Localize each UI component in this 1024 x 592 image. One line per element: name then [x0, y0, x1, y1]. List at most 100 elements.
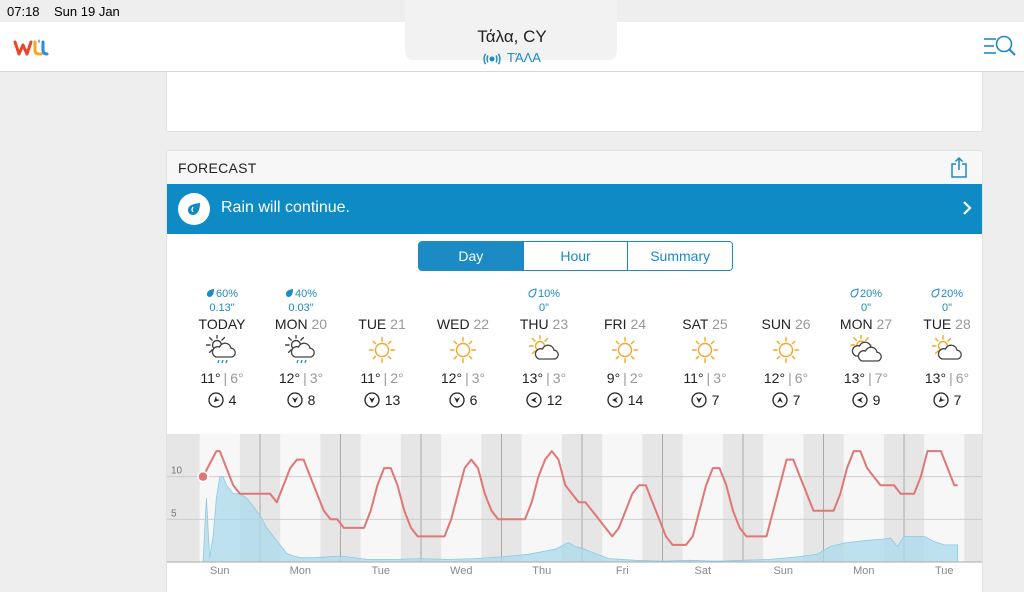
partly-cloudy-icon [504, 333, 584, 367]
precip-amount: 0" [941, 302, 953, 314]
temperature-range: 11° | 2° [360, 370, 404, 386]
x-day-label: Sun [210, 565, 230, 577]
day-number: 21 [390, 316, 406, 332]
y-tick-label: 5 [171, 508, 177, 519]
status-date: Sun 19 Jan [54, 4, 120, 19]
wind-direction-icon [526, 392, 542, 408]
hourly-chart[interactable]: 10 5 Sun Mon Tue Wed Thu Fri Sat Sun Mon Tue [167, 434, 983, 592]
wind-value: 8 [307, 392, 316, 408]
day-label: TUE [923, 316, 952, 332]
day-label: WED [436, 316, 470, 332]
day-name: SUN 26 [746, 315, 826, 333]
temp-low: 7° [874, 370, 889, 386]
temperature-line [202, 450, 958, 546]
wind-value: 12 [546, 392, 563, 408]
day-column[interactable]: 20% 0" TUE 28 13° | 6° 7 [907, 287, 982, 411]
cloudy-icon [826, 333, 906, 367]
wind-speed: 14 [585, 389, 665, 411]
day-label: MON [274, 316, 308, 332]
day-column[interactable]: 60% 0.13" TODAY 11° | 6° 4 [182, 287, 262, 411]
wind-value: 4 [228, 392, 237, 408]
temp-low: 2° [629, 370, 644, 386]
temp-high: 13° [924, 370, 947, 386]
day-number: 27 [876, 316, 893, 332]
x-day-label: Wed [450, 565, 472, 577]
precip-percent: 20% [859, 288, 883, 300]
menu-search-icon[interactable] [982, 32, 1018, 62]
sun-icon [665, 333, 745, 367]
precip-amount: 0" [538, 302, 550, 314]
alert-banner[interactable]: Rain will continue. [167, 184, 982, 234]
day-column[interactable]: 20% 0" MON 27 13° | 7° 9 [826, 287, 906, 411]
day-name: TUE 21 [342, 315, 422, 333]
current-temperature-marker [197, 470, 209, 483]
temp-high: 11° [200, 370, 221, 386]
location-title[interactable]: Τάλα, CY [477, 27, 547, 46]
temperature-range: 9° | 2° [606, 370, 644, 386]
temp-high: 9° [606, 370, 621, 386]
temperature-range: 11° | 6° [200, 370, 244, 386]
day-label: TODAY [198, 316, 246, 332]
x-day-label: Mon [853, 565, 874, 577]
precip-chance: 20% 0" [826, 287, 906, 315]
wind-direction-icon [364, 392, 380, 408]
day-column[interactable]: WED 22 12° | 3° 6 [423, 287, 503, 411]
raindrop-icon [178, 193, 210, 225]
precip-amount: 0" [860, 302, 872, 314]
day-number: 25 [712, 316, 728, 332]
tab-hour[interactable]: Hour [523, 242, 629, 270]
precip-chance [423, 287, 503, 315]
night-band [964, 434, 982, 562]
temp-high: 12° [763, 370, 786, 386]
tab-day[interactable]: Day [419, 242, 524, 270]
status-bar: 07:18 Sun 19 Jan [0, 0, 1024, 22]
day-column[interactable]: SUN 26 12° | 6° 7 [746, 287, 826, 411]
temp-low: 2° [390, 370, 404, 386]
wind-direction-icon [932, 392, 949, 408]
day-column[interactable]: 40% 0.03" MON 20 12° | 3° 8 [261, 287, 341, 411]
x-day-label: Tue [935, 565, 954, 577]
temp-low: 6° [794, 370, 809, 386]
rain-partly-cloudy-icon [261, 333, 341, 367]
wind-speed: 4 [182, 389, 262, 411]
rain-partly-cloudy-icon [182, 333, 262, 367]
day-name: FRI 24 [585, 315, 665, 333]
tab-summary[interactable]: Summary [628, 242, 732, 270]
x-day-label: Sat [695, 565, 712, 577]
rain-drop-outline-icon [931, 288, 940, 298]
wind-value: 13 [384, 392, 401, 408]
temp-high: 13° [843, 370, 866, 386]
temp-high: 12° [278, 370, 301, 386]
wind-value: 7 [711, 392, 720, 408]
wind-value: 6 [469, 392, 478, 408]
chevron-right-icon[interactable] [962, 200, 972, 216]
day-column[interactable]: SAT 25 11° | 3° 7 [665, 287, 745, 411]
day-name: WED 22 [423, 315, 503, 333]
temperature-range: 13° | 3° [521, 370, 567, 386]
temp-low: 3° [471, 370, 486, 386]
app-header: Τάλα, CY ΤΆΛΑ [0, 0, 1024, 72]
station-label[interactable]: ΤΆΛΑ [0, 50, 1024, 65]
day-name: MON 27 [826, 315, 906, 333]
wind-direction-icon [771, 392, 788, 408]
day-column[interactable]: FRI 24 9° | 2° 14 [585, 287, 665, 411]
wu-logo-icon[interactable] [13, 36, 53, 58]
status-time: 07:18 [7, 4, 40, 19]
day-number: 24 [630, 316, 647, 332]
temperature-range: 11° | 3° [683, 370, 727, 386]
day-column[interactable]: 10% 0" THU 23 13° | 3° 12 [504, 287, 584, 411]
wind-value: 7 [792, 392, 801, 408]
day-label: FRI [603, 316, 627, 332]
temperature-range: 13° | 6° [924, 370, 970, 386]
x-day-label: Sun [773, 565, 793, 577]
sun-icon [342, 333, 422, 367]
precip-chance: 60% 0.13" [182, 287, 262, 315]
share-icon[interactable] [950, 156, 968, 179]
day-column[interactable]: TUE 21 11° | 2° 13 [342, 287, 422, 411]
precip-chance: 10% 0" [504, 287, 584, 315]
rain-drop-outline-icon [850, 288, 859, 298]
day-name: SAT 25 [665, 315, 745, 333]
temp-low: 6° [230, 370, 244, 386]
previous-card [166, 72, 983, 132]
wind-direction-icon [690, 392, 707, 408]
